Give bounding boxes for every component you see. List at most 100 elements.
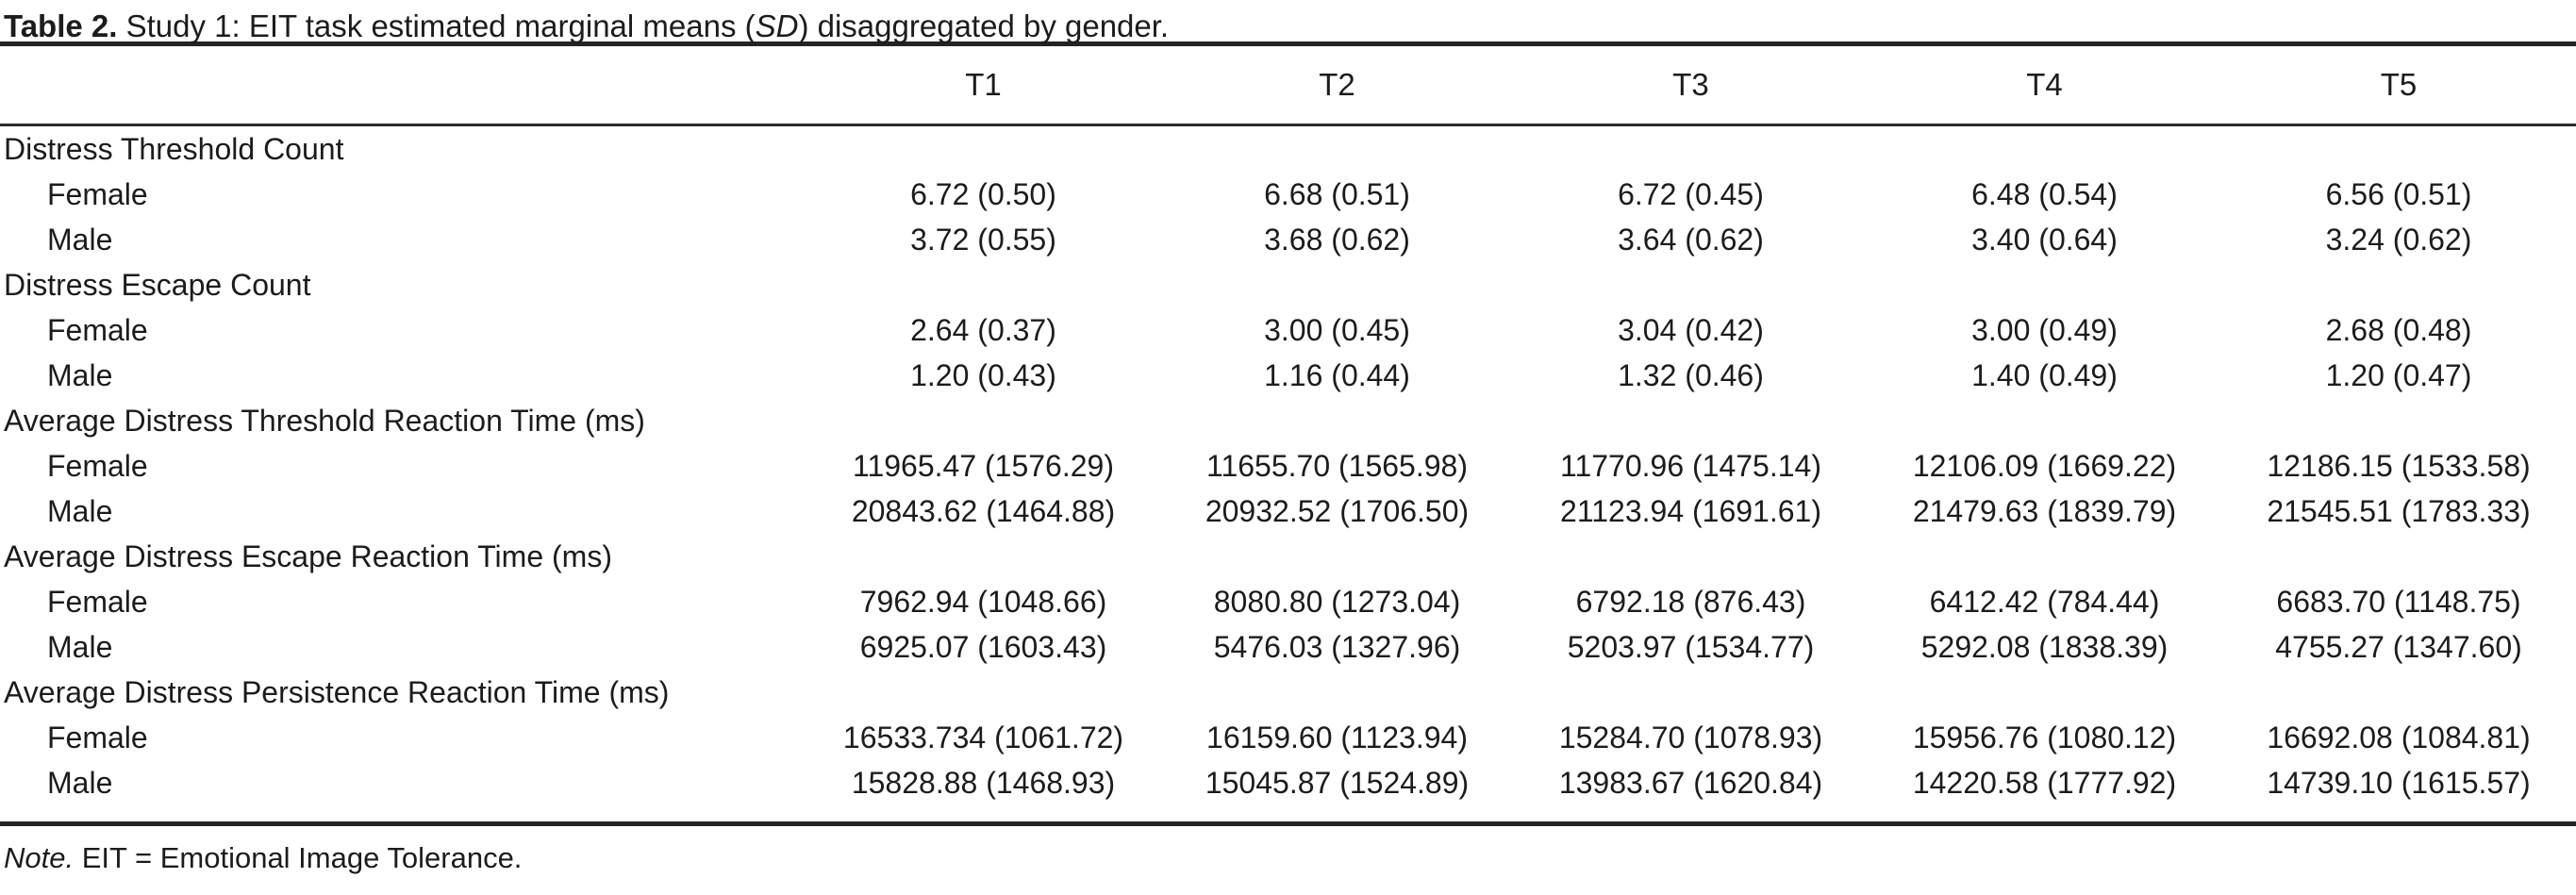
cell-value: 1.32 (0.46) — [1618, 357, 1764, 392]
cell-value: 16692.08 (1084.81) — [2267, 720, 2531, 754]
cell-value: 15284.70 (1078.93) — [1558, 720, 1823, 754]
top-rule — [0, 41, 2576, 46]
cell-value: 2.64 (0.37) — [910, 312, 1056, 347]
cell-value: 5292.08 (1838.39) — [1920, 629, 2169, 664]
cell-value: 12186.15 (1533.58) — [2267, 448, 2531, 483]
cell-value: 20932.52 (1706.50) — [1205, 493, 1470, 528]
cell-value: 6792.18 (876.43) — [1575, 584, 1806, 619]
cell-value: 8080.80 (1273.04) — [1213, 584, 1461, 619]
cell-value: 6925.07 (1603.43) — [859, 629, 1107, 664]
row-label: Female — [47, 584, 148, 619]
table-row: Male 3.72 (0.55) 3.68 (0.62) 3.64 (0.62)… — [0, 217, 2576, 262]
cell-value: 1.40 (0.49) — [1971, 357, 2118, 392]
row-label: Male — [47, 222, 113, 257]
group-row-avg-threshold-rt: Average Distress Threshold Reaction Time… — [0, 398, 2576, 443]
cell-value: 4755.27 (1347.60) — [2275, 629, 2522, 664]
cell-value: 5203.97 (1534.77) — [1567, 629, 1815, 664]
col-header-t4: T4 — [2026, 67, 2063, 102]
row-label: Male — [47, 765, 113, 800]
cell-value: 11965.47 (1576.29) — [853, 448, 1114, 483]
col-header-t5: T5 — [2380, 67, 2418, 102]
cell-value: 3.00 (0.45) — [1264, 312, 1410, 347]
cell-value: 3.40 (0.64) — [1971, 222, 2118, 257]
cell-value: 6.72 (0.50) — [910, 176, 1056, 211]
row-label: Male — [47, 493, 113, 528]
cell-value: 6.48 (0.54) — [1971, 176, 2118, 211]
table-row: Female 7962.94 (1048.66) 8080.80 (1273.0… — [0, 579, 2576, 624]
note-label: Note. — [4, 841, 75, 874]
table-note: Note. EIT = Emotional Image Tolerance. — [0, 826, 2576, 875]
cell-value: 3.68 (0.62) — [1264, 222, 1410, 257]
cell-value: 7962.94 (1048.66) — [859, 584, 1107, 619]
table-row: Female 16533.734 (1061.72) 16159.60 (112… — [0, 715, 2576, 760]
row-label: Female — [47, 176, 148, 211]
bottom-spacer — [0, 805, 2576, 821]
row-label: Female — [47, 312, 148, 347]
table-row: Female 6.72 (0.50) 6.68 (0.51) 6.72 (0.4… — [0, 172, 2576, 217]
cell-value: 16159.60 (1123.94) — [1206, 720, 1468, 754]
table-row: Male 1.20 (0.43) 1.16 (0.44) 1.32 (0.46)… — [0, 353, 2576, 398]
caption-text-after-sd: ) disaggregated by gender. — [798, 8, 1170, 43]
group-label: Distress Threshold Count — [4, 131, 344, 166]
header-rule — [0, 124, 2576, 126]
cell-value: 6.56 (0.51) — [2325, 176, 2472, 211]
group-row-avg-escape-rt: Average Distress Escape Reaction Time (m… — [0, 534, 2576, 579]
cell-value: 6.72 (0.45) — [1618, 176, 1764, 211]
cell-value: 21545.51 (1783.33) — [2267, 493, 2531, 528]
table-row: Female 11965.47 (1576.29) 11655.70 (1565… — [0, 443, 2576, 489]
cell-value: 6412.42 (784.44) — [1929, 584, 2160, 619]
group-row-distress-threshold-count: Distress Threshold Count — [0, 126, 2576, 172]
row-label: Male — [47, 357, 113, 392]
cell-value: 3.24 (0.62) — [2325, 222, 2472, 257]
cell-value: 11655.70 (1565.98) — [1206, 448, 1468, 483]
group-label: Average Distress Escape Reaction Time (m… — [4, 539, 612, 573]
cell-value: 13983.67 (1620.84) — [1558, 765, 1823, 800]
table-caption: Table 2. Study 1: EIT task estimated mar… — [0, 0, 2576, 43]
cell-value: 14739.10 (1615.57) — [2267, 765, 2531, 800]
cell-value: 6.68 (0.51) — [1264, 176, 1410, 211]
cell-value: 5476.03 (1327.96) — [1213, 629, 1461, 664]
cell-value: 20843.62 (1464.88) — [851, 493, 1116, 528]
caption-sd-abbrev: SD — [755, 8, 799, 43]
cell-value: 15828.88 (1468.93) — [851, 765, 1116, 800]
cell-value: 6683.70 (1148.75) — [2276, 584, 2521, 619]
col-header-t3: T3 — [1672, 67, 1709, 102]
group-row-distress-escape-count: Distress Escape Count — [0, 262, 2576, 307]
cell-value: 16533.734 (1061.72) — [842, 720, 1124, 754]
table-row: Male 6925.07 (1603.43) 5476.03 (1327.96)… — [0, 624, 2576, 670]
cell-value: 15045.87 (1524.89) — [1205, 765, 1470, 800]
cell-value: 14220.58 (1777.92) — [1912, 765, 2177, 800]
cell-value: 2.68 (0.48) — [2325, 312, 2472, 347]
header-row: T1 T2 T3 T4 T5 — [0, 46, 2576, 124]
bottom-rule — [0, 821, 2576, 826]
cell-value: 3.00 (0.49) — [1971, 312, 2118, 347]
group-label: Average Distress Persistence Reaction Ti… — [4, 674, 670, 709]
table-row: Male 20843.62 (1464.88) 20932.52 (1706.5… — [0, 489, 2576, 534]
emm-table-body: Distress Threshold Count Female 6.72 (0.… — [0, 126, 2576, 805]
cell-value: 3.72 (0.55) — [910, 222, 1056, 257]
col-header-t2: T2 — [1319, 67, 1355, 102]
header-empty-cell — [0, 46, 806, 124]
row-label: Female — [47, 720, 148, 754]
note-text: EIT = Emotional Image Tolerance. — [74, 841, 523, 874]
cell-value: 12106.09 (1669.22) — [1912, 448, 2177, 483]
cell-value: 3.04 (0.42) — [1618, 312, 1764, 347]
cell-value: 21479.63 (1839.79) — [1912, 493, 2177, 528]
cell-value: 1.16 (0.44) — [1264, 357, 1410, 392]
group-label: Distress Escape Count — [4, 267, 311, 302]
cell-value: 15956.76 (1080.12) — [1912, 720, 2177, 754]
group-row-avg-persistence-rt: Average Distress Persistence Reaction Ti… — [0, 670, 2576, 715]
cell-value: 1.20 (0.43) — [910, 357, 1056, 392]
row-label: Male — [47, 629, 113, 664]
row-label: Female — [47, 448, 148, 483]
emm-table: T1 T2 T3 T4 T5 — [0, 46, 2576, 124]
table-row: Male 15828.88 (1468.93) 15045.87 (1524.8… — [0, 760, 2576, 805]
table-number: Table 2. — [4, 8, 118, 43]
caption-text-before-sd: Study 1: EIT task estimated marginal mea… — [117, 8, 756, 43]
cell-value: 3.64 (0.62) — [1618, 222, 1764, 257]
table-row: Female 2.64 (0.37) 3.00 (0.45) 3.04 (0.4… — [0, 307, 2576, 353]
cell-value: 11770.96 (1475.14) — [1560, 448, 1821, 483]
cell-value: 21123.94 (1691.61) — [1560, 493, 1821, 528]
cell-value: 1.20 (0.47) — [2325, 357, 2472, 392]
